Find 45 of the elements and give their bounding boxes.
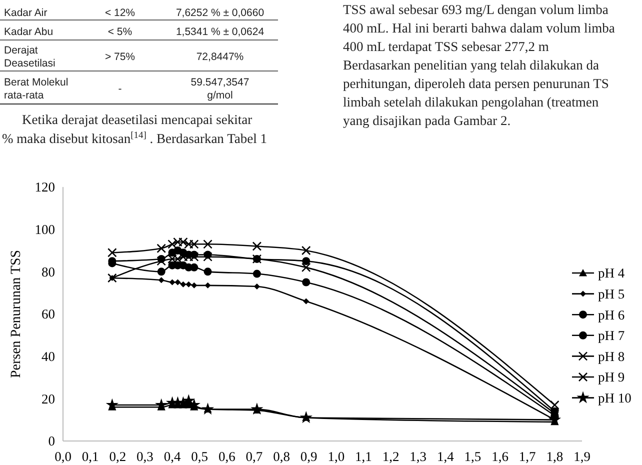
text: 400 mL. Hal ini berarti bahwa dalam volum limba [343,20,615,36]
x-tick-label: 1,1 [355,449,372,464]
text: yang disajikan pada Gambar 2. [343,113,511,128]
text: limbah setelah dilakukan pengolahan (treatmen [343,94,599,110]
legend-label: pH 7 [598,328,625,344]
x-tick-label: 0,8 [273,449,290,464]
text: 400 mL terdapat TSS sebesar 277,2 m [343,39,550,54]
y-tick-label: 60 [42,306,56,322]
legend-label: pH 10 [598,390,632,406]
y-tick-label: 120 [34,180,56,195]
x-tick-label: 1,3 [410,449,427,464]
text: % maka disebut kitosan$^{[14]}$ . Berdasarkan Tabel 1 [2,131,267,146]
y-tick-label: 80 [42,264,56,280]
x-tick-label: 0,7 [246,449,263,464]
x-tick-label: 1,6 [492,449,509,464]
x-tick-label: 0,9 [300,449,318,464]
x-tick-label: 1,4 [436,449,454,464]
legend-label: pH 5 [598,286,625,302]
legend-label: pH 6 [598,307,625,322]
legend-label: pH 9 [598,370,625,385]
text: perhitungan, diperoleh data persen penurunan TS [343,76,609,91]
y-tick-label: 0 [48,434,56,449]
y-tick-label: 20 [42,391,56,406]
x-tick-label: 1,9 [574,449,591,464]
text: Berdasarkan penelitian yang telah dilakukan da [343,58,600,72]
text: Ketika derajat deasetilasi mencapai sekitar [22,112,253,127]
x-tick-label: 0,0 [54,449,72,464]
legend-label: pH 4 [598,266,625,281]
y-axis-title: Persen Penurunan TSS [9,250,24,378]
table-fragment: Kadar Air < 12% 7,6252 % ± 0,0660 Kadar Abu < 5% 1,5341 % ± 0,0624 Derajat Deasetilasi > 75% 72,8447% Berat Molekul rata-rata - 59.547,3547 g/mol [0,7,278,104]
legend-label: pH 8 [598,348,625,364]
x-tick-label: 0,2 [109,449,126,464]
x-tick-label: 1,2 [382,449,400,464]
x-tick-label: 0,5 [191,449,208,464]
y-tick-label: 100 [34,222,56,238]
x-tick-label: 1,5 [464,449,482,464]
y-tick-label: 40 [42,349,56,364]
x-tick-label: 0,6 [218,449,236,464]
x-tick-label: 0,3 [136,449,154,464]
x-tick-label: 1,0 [328,449,345,464]
x-tick-label: 1,8 [546,449,564,464]
text: TSS awal sebesar 693 mg/L dengan volum limba [343,2,608,17]
x-tick-label: 0,1 [82,449,99,464]
x-tick-label: 0,4 [164,449,181,464]
x-tick-label: 1,7 [518,449,536,464]
